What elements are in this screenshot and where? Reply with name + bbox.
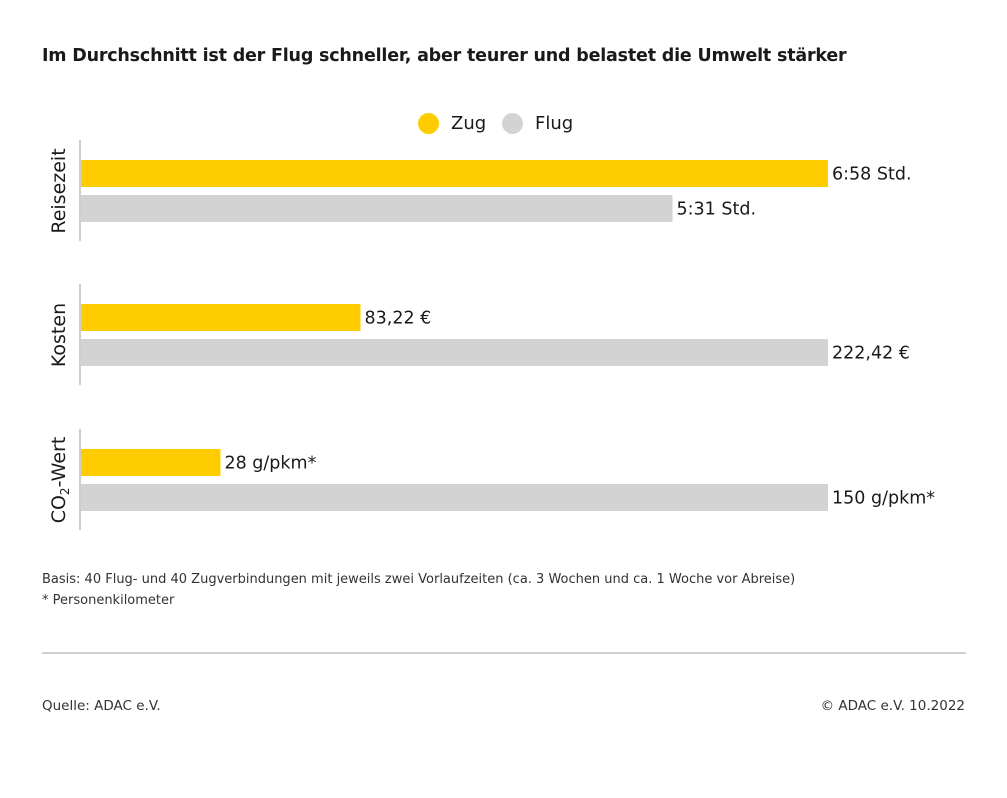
- legend-item-flug: Flug: [502, 113, 573, 134]
- group-label-1: Kosten: [48, 303, 70, 367]
- data-label-1-flug: 222,42 €: [832, 344, 910, 364]
- data-label-0-flug: 5:31 Std.: [677, 200, 757, 220]
- divider: [42, 652, 966, 654]
- bar-2-flug: [81, 484, 828, 511]
- bar-chart: Reisezeit 6:58 Std. 5:31 Std. Kosten 83,22 €…: [48, 140, 935, 530]
- data-label-2-zug: 28 g/pkm*: [224, 454, 316, 474]
- data-label-0-zug: 6:58 Std.: [832, 165, 912, 185]
- legend-swatch-zug: [418, 113, 439, 134]
- legend-swatch-flug: [502, 113, 523, 134]
- legend: Zug Flug: [0, 113, 1007, 139]
- legend-item-zug: Zug: [418, 113, 486, 134]
- data-label-1-zug: 83,22 €: [364, 309, 431, 329]
- bar-1-flug: [81, 339, 828, 366]
- group-label-2: CO2-Wert: [48, 437, 72, 524]
- source-text: Quelle: ADAC e.V.: [42, 698, 161, 714]
- footnote-basis: Basis: 40 Flug- und 40 Zugverbindungen m…: [42, 572, 796, 587]
- bar-0-flug: [81, 195, 673, 222]
- copyright-text: © ADAC e.V. 10.2022: [820, 698, 965, 714]
- data-label-2-flug: 150 g/pkm*: [832, 489, 935, 509]
- group-label-0: Reisezeit: [48, 148, 70, 233]
- bar-2-zug: [81, 449, 221, 476]
- legend-label-zug: Zug: [451, 113, 487, 134]
- chart-title: Im Durchschnitt ist der Flug schneller, …: [42, 46, 847, 66]
- legend-label-flug: Flug: [535, 113, 574, 134]
- bar-1-zug: [81, 304, 361, 331]
- bar-0-zug: [81, 160, 828, 187]
- footnote-pkm: * Personenkilometer: [42, 593, 175, 608]
